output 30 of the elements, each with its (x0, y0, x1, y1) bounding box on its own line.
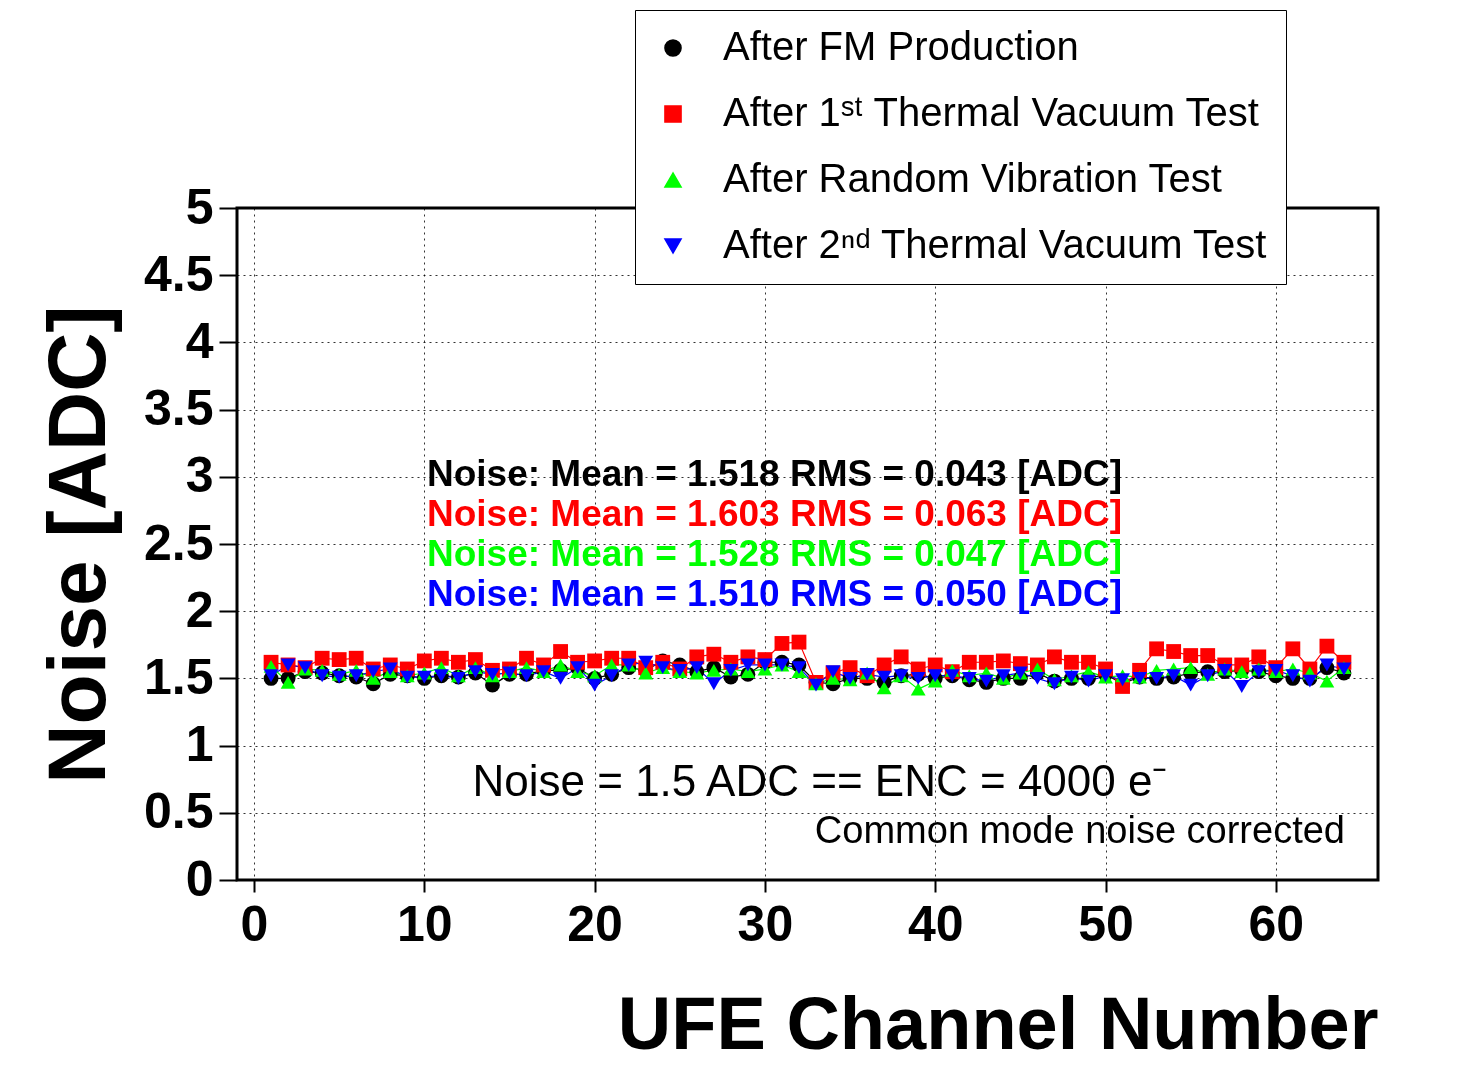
y-tick-label: 4 (185, 312, 214, 369)
annotation: Noise: Mean = 1.510 RMS = 0.050 [ADC] (427, 573, 1123, 614)
annotation: Noise = 1.5 ADC == ENC = 4000 e⁻ (472, 756, 1168, 805)
y-tick-label: 3.5 (143, 380, 214, 437)
y-axis-title: Noise [ADC] (30, 305, 122, 784)
legend-label: After Random Vibration Test (723, 156, 1222, 200)
x-tick-label: 40 (907, 895, 964, 952)
annotation: Noise: Mean = 1.518 RMS = 0.043 [ADC] (427, 453, 1123, 494)
y-tick-label: 1.5 (143, 648, 214, 705)
x-tick-label: 60 (1248, 895, 1305, 952)
y-tick-label: 3 (185, 447, 214, 504)
y-tick-label: 2.5 (143, 514, 214, 571)
legend-label: After 2ⁿᵈ Thermal Vacuum Test (723, 222, 1267, 266)
x-tick-label: 20 (567, 895, 623, 952)
x-tick-label: 10 (397, 895, 453, 952)
y-tick-label: 4.5 (143, 245, 214, 302)
y-tick-label: 5 (185, 178, 214, 235)
x-tick-label: 50 (1078, 895, 1134, 952)
annotation: Noise: Mean = 1.528 RMS = 0.047 [ADC] (427, 533, 1123, 574)
annotation: Noise: Mean = 1.603 RMS = 0.063 [ADC] (427, 493, 1123, 534)
legend-label: After FM Production (723, 24, 1079, 68)
annotation: Common mode noise corrected (814, 809, 1345, 851)
legend-label: After 1ˢᵗ Thermal Vacuum Test (723, 90, 1259, 134)
y-tick-label: 0 (185, 850, 214, 907)
x-tick-label: 30 (737, 895, 794, 952)
y-tick-label: 2 (185, 581, 214, 638)
x-tick-label: 0 (240, 895, 269, 952)
x-axis-title: UFE Channel Number (617, 981, 1379, 1065)
y-tick-label: 1 (185, 716, 214, 773)
y-tick-label: 0.5 (143, 783, 214, 840)
